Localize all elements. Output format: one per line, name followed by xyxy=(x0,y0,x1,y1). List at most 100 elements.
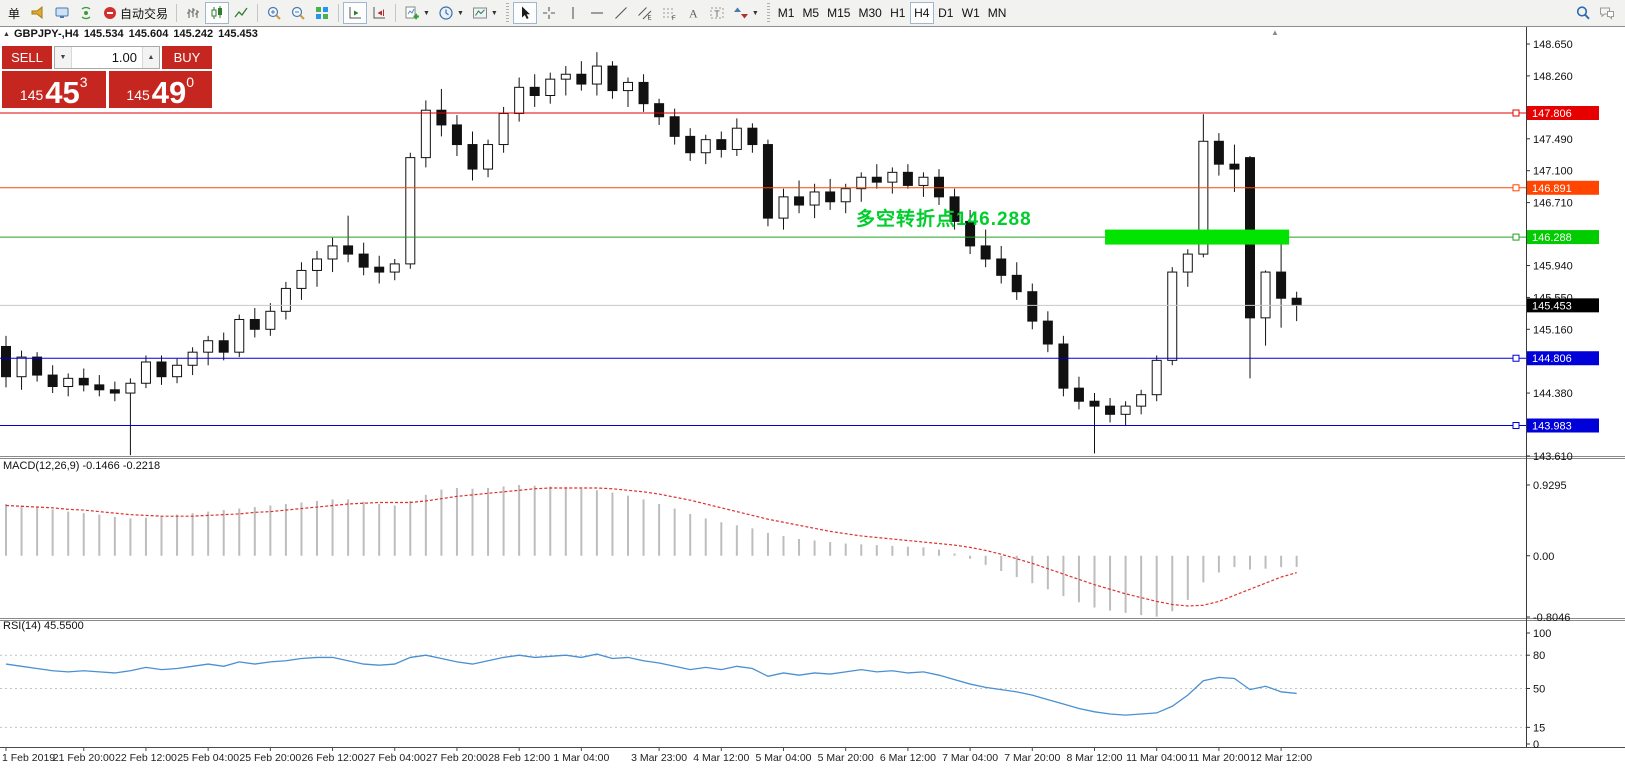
label-icon: T xyxy=(710,7,724,19)
rsi-axis-label: 80 xyxy=(1533,650,1545,662)
line-anchor-handle[interactable] xyxy=(1512,422,1520,430)
toolbar-bars-button[interactable] xyxy=(181,2,205,24)
toolbar-signals-button[interactable] xyxy=(74,2,98,24)
line-anchor-handle[interactable] xyxy=(1512,109,1520,117)
macd-signal-line xyxy=(5,487,1297,607)
toolbar-cursor-button[interactable] xyxy=(512,2,537,24)
candle-body xyxy=(794,196,805,206)
toolbar-fibo-button[interactable]: F xyxy=(657,2,681,24)
toolbar-zoom-in-button[interactable] xyxy=(262,2,286,24)
toolbar-channel-button[interactable]: E xyxy=(633,2,657,24)
ohlc-close: 145.453 xyxy=(218,28,258,40)
rsi-axis-label: 15 xyxy=(1533,722,1545,734)
chevron-down-icon: ▼ xyxy=(751,9,759,17)
toolbar-D1-timeframe-button[interactable]: D1 xyxy=(934,2,958,24)
turning-point-zone[interactable] xyxy=(1105,229,1290,245)
price-tag-text: 146.288 xyxy=(1532,232,1572,244)
macd-indicator-label: MACD(12,26,9) -0.1466 -0.2218 xyxy=(3,460,161,472)
line-anchor-handle[interactable] xyxy=(1512,233,1520,241)
candle-body xyxy=(965,220,976,247)
toolbar-MN-timeframe-button[interactable]: MN xyxy=(984,2,1011,24)
toolbar-text-button[interactable]: A xyxy=(681,2,705,24)
toolbar-trendline-button[interactable] xyxy=(609,2,633,24)
volume-increase-button[interactable]: ▲ xyxy=(142,47,159,68)
price-axis-label: 145.160 xyxy=(1533,324,1573,336)
candle-body xyxy=(918,176,929,186)
candle-body xyxy=(934,176,944,198)
toolbar-terminal-button[interactable] xyxy=(50,2,74,24)
candle-body xyxy=(125,382,136,394)
toolbar-separator xyxy=(395,4,397,22)
toolbar-zoom-out-button[interactable] xyxy=(286,2,310,24)
toolbar-hline-button[interactable] xyxy=(585,2,609,24)
candle-body xyxy=(809,191,820,206)
toolbar-autoscroll-button[interactable] xyxy=(343,2,368,24)
toolbar-W1-timeframe-button[interactable]: W1 xyxy=(958,2,984,24)
toolbar-crosshair-button[interactable] xyxy=(537,2,561,24)
candle-body xyxy=(374,266,385,273)
price-axis-label: 144.380 xyxy=(1533,388,1573,400)
toolbar-vline-button[interactable] xyxy=(561,2,585,24)
candle-body xyxy=(545,78,556,96)
toolbar-chart-shift-button[interactable] xyxy=(367,2,391,24)
candle-body xyxy=(1073,387,1084,402)
candle-body xyxy=(778,196,789,219)
candle-body xyxy=(591,65,602,85)
cursor-icon xyxy=(521,6,530,19)
channel-icon: E xyxy=(637,7,651,21)
price-tag-144.806 xyxy=(1527,351,1599,366)
candle-body xyxy=(700,139,711,154)
sell-button[interactable]: SELL xyxy=(2,46,52,69)
candle-body xyxy=(63,377,74,388)
candle-body xyxy=(296,269,307,289)
toolbar-candles-button[interactable] xyxy=(205,2,230,24)
volume-decrease-button[interactable]: ▼ xyxy=(55,47,72,68)
candle-body xyxy=(902,171,913,186)
candle-body xyxy=(716,139,727,150)
toolbar-search-button[interactable] xyxy=(1571,2,1595,24)
buy-price-button[interactable]: 145 49 0 xyxy=(108,71,212,108)
toolbar-horn-button[interactable] xyxy=(26,2,50,24)
line-anchor-handle[interactable] xyxy=(1512,354,1520,362)
candle-body xyxy=(1120,405,1131,415)
toolbar-period-button[interactable]: ▼ xyxy=(434,2,468,24)
toolbar-arrows-button[interactable]: ▼ xyxy=(729,2,763,24)
candle-body xyxy=(762,144,773,219)
price-tag-146.891 xyxy=(1527,180,1599,195)
toolbar-new-order-button[interactable]: 单 xyxy=(2,2,26,24)
candle-body xyxy=(312,258,322,271)
toolbar-H4-timeframe-button[interactable]: H4 xyxy=(909,2,934,24)
volume-value[interactable]: 1.00 xyxy=(111,50,137,65)
toolbar-new-chart-button[interactable]: ▼ xyxy=(400,2,434,24)
toolbar-chat-button[interactable] xyxy=(1595,2,1619,24)
toolbar-M5-timeframe-button[interactable]: M5 xyxy=(798,2,823,24)
symbol-ohlc-line: GBPJPY-,H4 145.534 145.604 145.242 145.453 xyxy=(14,28,263,40)
toolbar-right-group xyxy=(1571,2,1623,24)
collapse-panel-arrow-icon[interactable]: ▲ xyxy=(3,31,10,38)
macd-axis-label: 0.9295 xyxy=(1533,480,1567,492)
toolbar-M15-timeframe-button[interactable]: M15 xyxy=(823,2,854,24)
toolbar-label-button[interactable]: T xyxy=(705,2,729,24)
candle-body xyxy=(747,127,758,146)
toolbar-M1-timeframe-button[interactable]: M1 xyxy=(774,2,799,24)
candle-body xyxy=(1027,291,1038,322)
candle-body xyxy=(140,361,151,384)
price-tag-text: 144.806 xyxy=(1532,353,1572,365)
toolbar-tile-windows-button[interactable] xyxy=(310,2,334,24)
candle-body xyxy=(172,364,183,378)
toolbar-line-chart-button[interactable] xyxy=(229,2,253,24)
sell-price-button[interactable]: 145 45 3 xyxy=(2,71,106,108)
svg-text:F: F xyxy=(672,16,676,21)
toolbar-template-button[interactable]: ▼ xyxy=(468,2,502,24)
line-anchor-handle[interactable] xyxy=(1512,184,1520,192)
candle-body xyxy=(234,318,245,353)
candle-body xyxy=(1136,394,1147,407)
toolbar-H1-timeframe-button[interactable]: H1 xyxy=(886,2,910,24)
sell-price-prefix: 145 xyxy=(19,87,44,103)
toolbar-autotrade-button[interactable]: 自动交易 xyxy=(98,2,172,24)
toolbar-M30-timeframe-button[interactable]: M30 xyxy=(854,2,885,24)
svg-text:A: A xyxy=(689,7,698,21)
buy-button[interactable]: BUY xyxy=(162,46,212,69)
horizontal-lines-layer xyxy=(0,109,1526,430)
